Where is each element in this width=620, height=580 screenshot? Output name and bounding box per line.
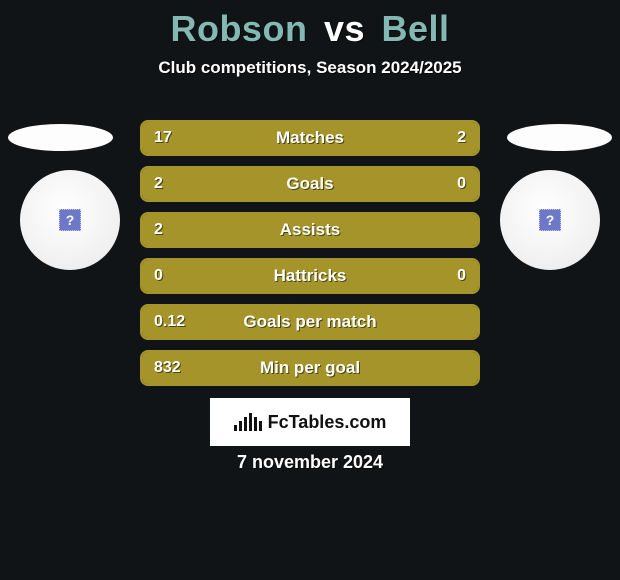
player2-club-badge: ? xyxy=(500,170,600,270)
player1-name: Robson xyxy=(170,8,307,49)
metric-row: 172Matches xyxy=(140,120,480,156)
player1-club-badge: ? xyxy=(20,170,120,270)
player1-value: 832 xyxy=(154,359,181,377)
comparison-bars: 172Matches20Goals2 Assists00Hattricks0.1… xyxy=(140,120,480,396)
metric-row: 0.12 Goals per match xyxy=(140,304,480,340)
metric-row: 00Hattricks xyxy=(140,258,480,294)
player2-value: 2 xyxy=(457,129,466,147)
player2-bar-fill xyxy=(404,122,478,154)
question-mark-icon: ? xyxy=(539,209,561,231)
bars-icon xyxy=(234,413,262,431)
player2-value: 0 xyxy=(457,175,466,193)
player2-value: 0 xyxy=(457,267,466,285)
player1-value: 2 xyxy=(154,175,163,193)
question-mark-icon: ? xyxy=(59,209,81,231)
player2-name: Bell xyxy=(382,8,450,49)
metric-row: 832 Min per goal xyxy=(140,350,480,386)
brand-text: FcTables.com xyxy=(268,412,387,433)
player1-value: 0 xyxy=(154,267,163,285)
player1-bar-fill xyxy=(142,214,478,246)
player1-value: 2 xyxy=(154,221,163,239)
player1-bar-fill xyxy=(142,260,310,292)
player1-bar-fill xyxy=(142,122,404,154)
player1-bar-fill xyxy=(142,306,478,338)
metric-row: 2 Assists xyxy=(140,212,480,248)
player1-bar-fill xyxy=(142,352,478,384)
brand-logo: FcTables.com xyxy=(210,398,410,446)
player1-bar-fill xyxy=(142,168,478,200)
comparison-title: Robson vs Bell xyxy=(0,0,620,50)
subtitle: Club competitions, Season 2024/2025 xyxy=(0,58,620,78)
metric-row: 20Goals xyxy=(140,166,480,202)
player2-flag-shape xyxy=(507,124,612,151)
player2-bar-fill xyxy=(310,260,478,292)
vs-separator: vs xyxy=(324,8,365,49)
snapshot-date: 7 november 2024 xyxy=(0,452,620,473)
player1-value: 0.12 xyxy=(154,313,185,331)
player1-value: 17 xyxy=(154,129,172,147)
player1-flag-shape xyxy=(8,124,113,151)
